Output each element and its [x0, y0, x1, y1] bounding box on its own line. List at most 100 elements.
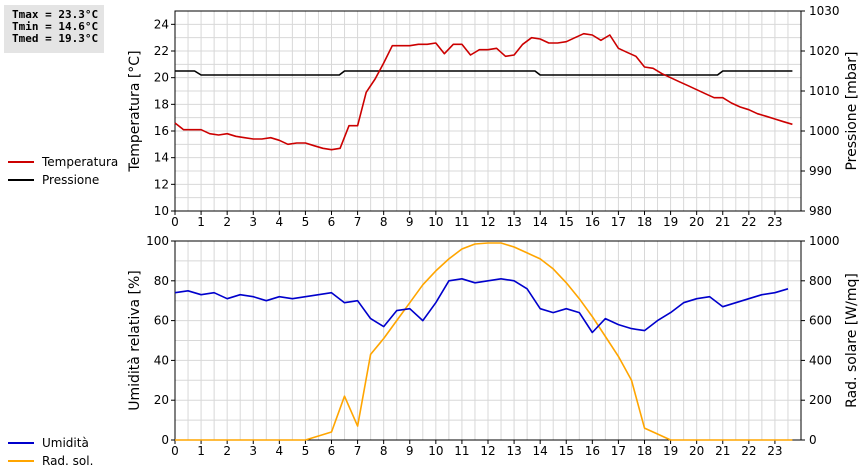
- weather-charts: 0 1 2 3 4 5 6 7 8 9 10 11 12 13 14 15 16 17 18 19 20 21 22 2310…: [127, 4, 860, 458]
- x-tick-label: 11: [454, 215, 469, 229]
- y-left-axis-title: Umidità relativa [%]: [127, 270, 143, 411]
- x-tick-label: 7: [354, 215, 362, 229]
- series-line-temperatura: [174, 32, 793, 151]
- chart-2: 0 1 2 3 4 5 6 7 8 9 10 11 12 13 14 15 16 17 18 19 20 21 22 2302…: [127, 234, 860, 458]
- stats-box: Tmax = 23.3°C Tmin = 14.6°C Tmed = 19.3°…: [4, 5, 104, 53]
- y-right-axis-title: Rad. solare [W/mq]: [844, 273, 860, 408]
- y-left-tick-label: 20: [154, 71, 169, 85]
- y-right-axis-title: Pressione [mbar]: [844, 51, 860, 170]
- legend-item-temperatura: Temperatura: [8, 153, 118, 171]
- y-right-tick-label: 200: [809, 393, 832, 407]
- y-right-tick-label: 990: [809, 164, 832, 178]
- x-tick-label: 22: [741, 215, 756, 229]
- x-tick-label: 10: [428, 444, 443, 458]
- x-tick-label: 3: [249, 444, 257, 458]
- tmax-text: Tmax = 23.3°C: [12, 8, 99, 21]
- x-tick-label: 16: [585, 215, 600, 229]
- y-left-tick-label: 40: [154, 353, 169, 367]
- x-tick-label: 8: [380, 444, 388, 458]
- y-left-tick-label: 0: [161, 433, 169, 447]
- y-left-tick-label: 24: [154, 17, 169, 31]
- x-tick-label: 2: [223, 215, 231, 229]
- chart-1: 0 1 2 3 4 5 6 7 8 9 10 11 12 13 14 15 16 17 18 19 20 21 22 2310…: [127, 4, 860, 229]
- x-tick-label: 19: [663, 444, 678, 458]
- y-left-tick-label: 10: [154, 204, 169, 218]
- x-tick-label: 5: [302, 444, 310, 458]
- legend-top: Temperatura Pressione: [8, 153, 118, 189]
- tmin-text: Tmin = 14.6°C: [12, 20, 99, 33]
- y-left-tick-label: 18: [154, 97, 169, 111]
- x-tick-label: 10: [428, 215, 443, 229]
- x-tick-label: 16: [585, 444, 600, 458]
- y-left-tick-label: 22: [154, 44, 169, 58]
- y-left-axis-title: Temperatura [°C]: [127, 50, 143, 172]
- legend-label-temperatura: Temperatura: [42, 155, 119, 169]
- legend-label-umidita: Umidità: [42, 436, 89, 450]
- x-tick-label: 2: [223, 444, 231, 458]
- x-tick-label: 18: [637, 215, 652, 229]
- x-tick-label: 21: [715, 444, 730, 458]
- legend-swatch-temperatura: [8, 161, 34, 163]
- x-tick-label: 17: [611, 444, 626, 458]
- x-tick-label: 9: [406, 444, 414, 458]
- x-tick-label: 1: [197, 444, 205, 458]
- series-line-pressione: [175, 70, 793, 76]
- x-tick-label: 3: [249, 215, 257, 229]
- x-tick-label: 20: [689, 215, 704, 229]
- legend-item-pressione: Pressione: [8, 171, 118, 189]
- x-tick-label: 14: [533, 444, 548, 458]
- x-tick-label: 5: [302, 215, 310, 229]
- y-right-tick-label: 1000: [809, 124, 840, 138]
- legend-label-pressione: Pressione: [42, 173, 100, 187]
- series-line-umidit-: [174, 277, 789, 334]
- x-tick-label: 23: [767, 215, 782, 229]
- x-tick-label: 0: [171, 215, 179, 229]
- y-left-tick-label: 12: [154, 177, 169, 191]
- x-tick-label: 17: [611, 215, 626, 229]
- tmed-text: Tmed = 19.3°C: [12, 32, 99, 45]
- x-tick-label: 7: [354, 444, 362, 458]
- y-left-tick-label: 100: [146, 234, 169, 248]
- x-tick-label: 8: [380, 215, 388, 229]
- y-right-tick-label: 600: [809, 314, 832, 328]
- x-tick-label: 4: [276, 215, 284, 229]
- series-line-rad-sol-: [175, 242, 793, 441]
- y-left-tick-label: 16: [154, 124, 169, 138]
- y-left-tick-label: 14: [154, 151, 169, 165]
- x-tick-label: 23: [767, 444, 782, 458]
- x-tick-label: 9: [406, 215, 414, 229]
- x-tick-label: 15: [559, 444, 574, 458]
- legend-item-umidita: Umidità: [8, 434, 93, 452]
- x-tick-label: 1: [197, 215, 205, 229]
- legend-swatch-pressione: [8, 179, 34, 181]
- x-tick-label: 4: [276, 444, 284, 458]
- x-tick-label: 18: [637, 444, 652, 458]
- y-right-tick-label: 1000: [809, 234, 840, 248]
- y-left-tick-label: 20: [154, 393, 169, 407]
- y-right-tick-label: 1010: [809, 84, 840, 98]
- x-tick-label: 13: [506, 444, 521, 458]
- x-tick-label: 19: [663, 215, 678, 229]
- x-tick-label: 14: [533, 215, 548, 229]
- y-right-tick-label: 0: [809, 433, 817, 447]
- x-tick-label: 11: [454, 444, 469, 458]
- x-tick-label: 22: [741, 444, 756, 458]
- x-tick-label: 6: [328, 215, 336, 229]
- x-tick-label: 15: [559, 215, 574, 229]
- x-tick-label: 13: [506, 215, 521, 229]
- y-left-tick-label: 60: [154, 314, 169, 328]
- x-tick-label: 20: [689, 444, 704, 458]
- x-tick-label: 12: [480, 215, 495, 229]
- x-tick-label: 21: [715, 215, 730, 229]
- x-tick-label: 6: [328, 444, 336, 458]
- x-tick-label: 12: [480, 444, 495, 458]
- legend-swatch-umidita: [8, 442, 34, 444]
- y-right-tick-label: 800: [809, 274, 832, 288]
- y-right-tick-label: 1020: [809, 44, 840, 58]
- y-right-tick-label: 1030: [809, 4, 840, 18]
- legend-swatch-rad-sol: [8, 460, 34, 462]
- y-right-tick-label: 400: [809, 353, 832, 367]
- y-left-tick-label: 80: [154, 274, 169, 288]
- x-tick-label: 0: [171, 444, 179, 458]
- y-right-tick-label: 980: [809, 204, 832, 218]
